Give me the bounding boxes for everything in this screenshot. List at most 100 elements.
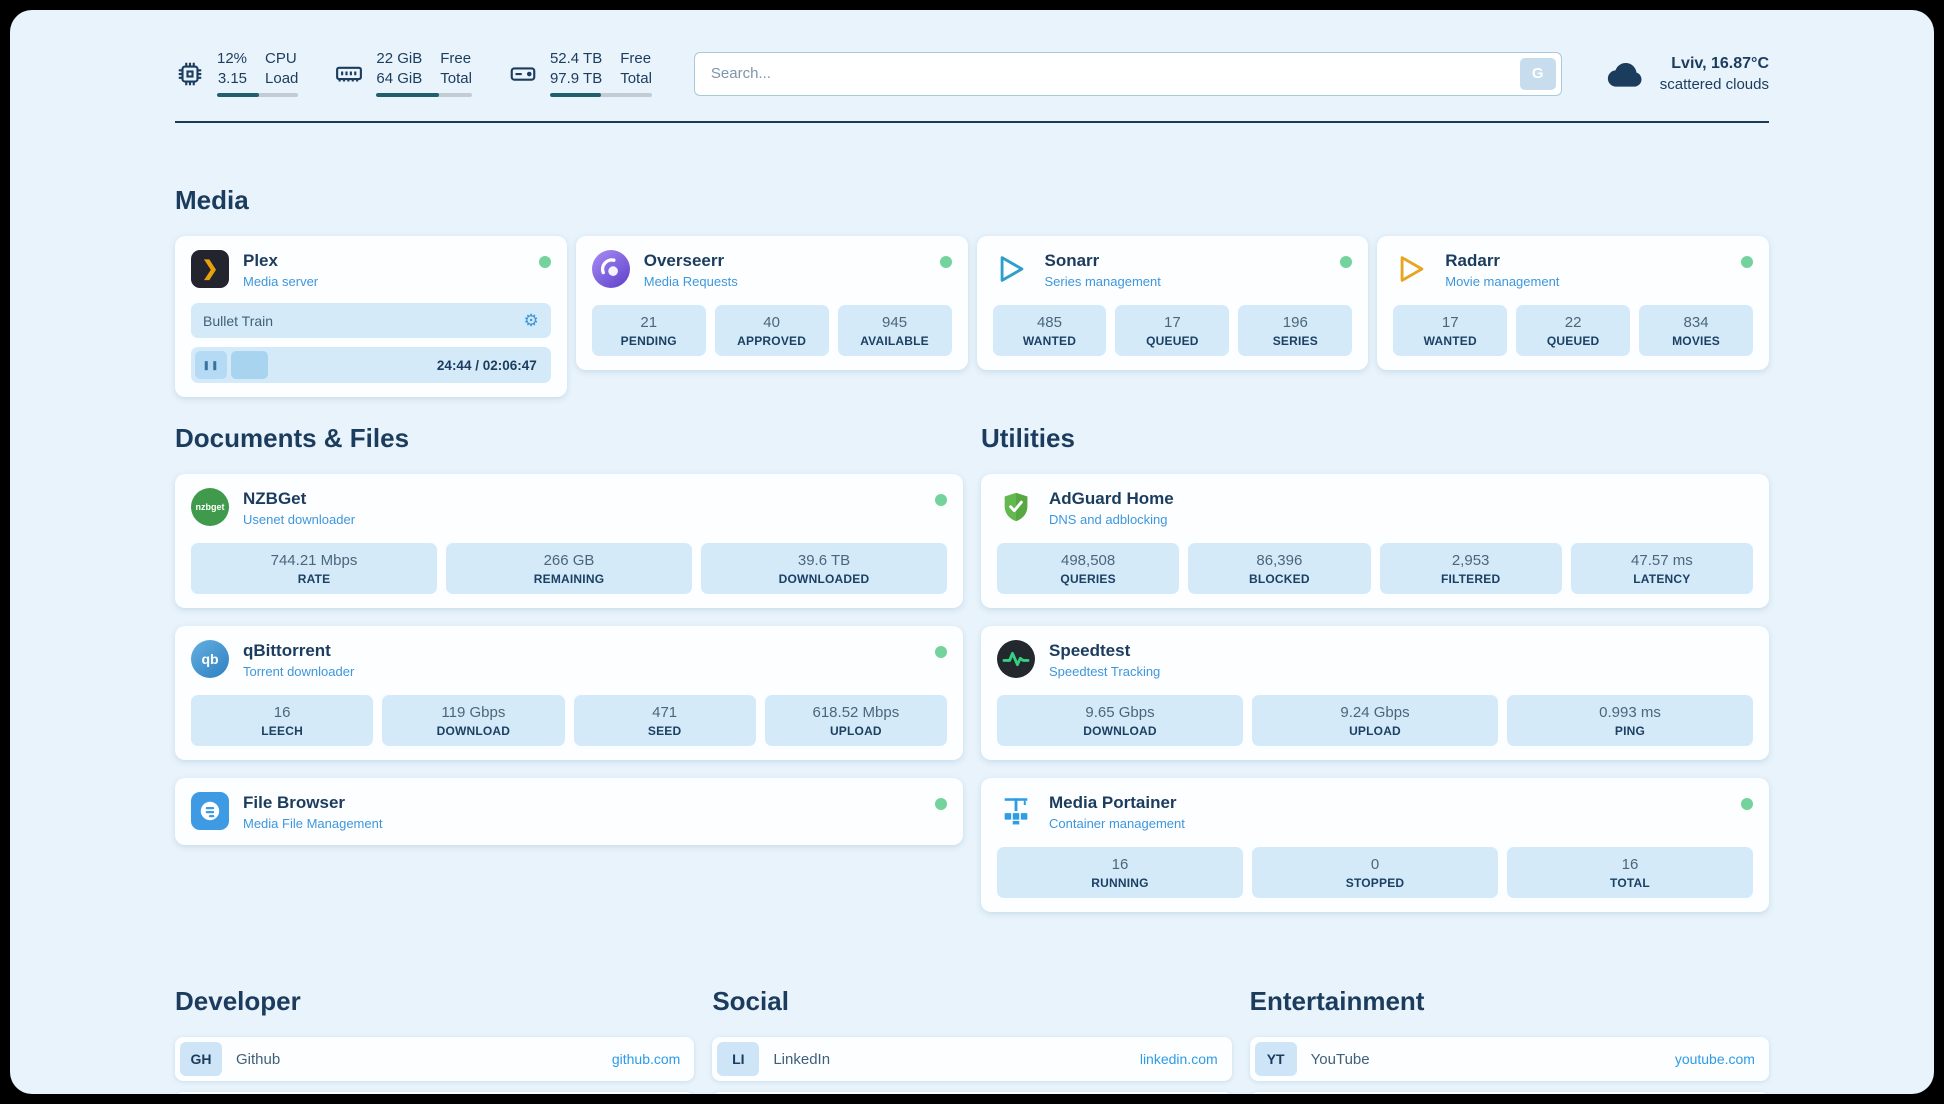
service-card-adguard[interactable]: AdGuard Home DNS and adblocking 498,508 … <box>981 474 1769 608</box>
stat-label: REMAINING <box>533 572 605 586</box>
player-controls: ❚❚ 24:44 / 02:06:47 <box>191 347 551 383</box>
stat-label: RATE <box>297 572 331 586</box>
stat-label: QUEUED <box>1546 334 1600 348</box>
seek-bar[interactable] <box>231 351 427 379</box>
stat-label: LEECH <box>261 724 303 738</box>
service-card-portainer[interactable]: Media Portainer Container management 16 … <box>981 778 1769 912</box>
link-github[interactable]: GH Github github.com <box>175 1037 695 1081</box>
service-card-qbittorrent[interactable]: qb qBittorrent Torrent downloader 16 LEE… <box>175 626 963 760</box>
service-name: Overseerr <box>643 251 725 270</box>
service-card-speedtest[interactable]: Speedtest Speedtest Tracking 9.65 Gbps D… <box>981 626 1769 760</box>
link-twitter[interactable]: TW Twitter twitter.com <box>712 1092 1232 1094</box>
disk-progress-track <box>549 93 652 97</box>
stat-label: UPLOAD <box>829 724 882 738</box>
stat-value: 39.6 TB <box>797 552 851 569</box>
link-abbr: GH <box>180 1042 222 1076</box>
stat-value: 16 <box>1621 856 1639 873</box>
status-dot <box>538 256 551 268</box>
filebrowser-icon <box>191 792 229 830</box>
stat-value: 16 <box>273 704 291 721</box>
section-title-social: Social <box>712 986 789 1016</box>
stat-label: QUEUED <box>1146 334 1199 348</box>
service-card-nzbget[interactable]: nzbget NZBGet Usenet downloader 744.21 M… <box>175 474 963 608</box>
link-abbr: LI <box>717 1042 760 1076</box>
search-input[interactable] <box>693 51 1562 96</box>
stat-value: 9.65 Gbps <box>1085 704 1155 721</box>
stat-label: DOWNLOAD <box>436 724 511 738</box>
stat-box: 17 WANTED <box>1393 305 1508 356</box>
cpu-icon <box>178 62 202 85</box>
service-subtitle: DNS and adblocking <box>1049 512 1168 527</box>
status-dot <box>935 798 947 810</box>
stat-box: 16 LEECH <box>191 695 374 746</box>
section-title-entertainment: Entertainment <box>1249 986 1425 1016</box>
gear-icon[interactable]: ⚙ <box>523 311 539 330</box>
cpu-load-label: Load <box>265 70 299 87</box>
weather-condition: scattered clouds <box>1659 75 1769 93</box>
player-time: 24:44 / 02:06:47 <box>436 357 537 373</box>
link-youtube[interactable]: YT YouTube youtube.com <box>1249 1037 1769 1081</box>
stat-box: 17 QUEUED <box>1115 305 1230 356</box>
stat-label: SERIES <box>1272 334 1318 348</box>
service-card-sonarr[interactable]: Sonarr Series management 485 WANTED 17 Q… <box>976 236 1369 370</box>
status-dot <box>939 256 952 268</box>
radarr-icon <box>1393 250 1431 288</box>
pause-button[interactable]: ❚❚ <box>195 351 227 379</box>
service-subtitle: Media Requests <box>643 274 738 289</box>
disk-progress-fill <box>549 93 601 97</box>
stat-box: 485 WANTED <box>992 305 1107 356</box>
stat-label: PING <box>1614 724 1646 738</box>
adguard-icon <box>997 488 1035 526</box>
topbar-divider <box>175 121 1769 123</box>
nzbget-icon: nzbget <box>191 488 229 526</box>
service-card-plex[interactable]: ❯ Plex Media server Bullet Train ⚙ ❚❚ 24… <box>175 236 567 397</box>
service-name: AdGuard Home <box>1049 489 1174 508</box>
stat-label: FILTERED <box>1440 572 1501 586</box>
stat-value: 47.57 ms <box>1631 552 1693 569</box>
section-title-documents: Documents & Files <box>175 423 410 453</box>
stat-box: 471 SEED <box>573 695 756 746</box>
stat-value: 0 <box>1370 856 1380 873</box>
link-name: Github <box>236 1050 281 1068</box>
service-card-filebrowser[interactable]: File Browser Media File Management <box>175 778 963 845</box>
weather-widget: Lviv, 16.87°C scattered clouds <box>1604 55 1769 93</box>
link-linkedin[interactable]: LI LinkedIn linkedin.com <box>712 1037 1232 1081</box>
stat-box: 744.21 Mbps RATE <box>191 543 437 594</box>
stat-value: 196 <box>1282 314 1308 331</box>
stat-value: 119 Gbps <box>441 704 506 721</box>
status-dot <box>935 494 947 506</box>
link-url[interactable]: youtube.com <box>1674 1051 1755 1067</box>
stat-value: 498,508 <box>1061 552 1116 569</box>
stat-label: WANTED <box>1423 334 1477 348</box>
stat-value: 266 GB <box>543 552 595 569</box>
link-name: YouTube <box>1310 1050 1370 1068</box>
stat-label: QUERIES <box>1060 572 1116 586</box>
dashboard: 12% 3.15 CPU Load <box>10 10 1934 1094</box>
stat-label: RUNNING <box>1091 876 1149 890</box>
service-subtitle: Container management <box>1049 816 1185 831</box>
link-url[interactable]: github.com <box>611 1051 681 1067</box>
stat-box: 22 QUEUED <box>1516 305 1631 356</box>
stat-value: 21 <box>640 314 658 331</box>
stat-box: 834 MOVIES <box>1639 305 1754 356</box>
status-dot <box>1340 256 1353 268</box>
stat-value: 0.993 ms <box>1599 704 1661 721</box>
now-playing-title: Bullet Train <box>203 312 274 329</box>
utilities-column: Utilities AdGuard Home DNS and adblockin… <box>981 397 1769 930</box>
service-card-overseerr[interactable]: Overseerr Media Requests 21 PENDING 40 A… <box>575 236 968 370</box>
stat-box: 498,508 QUERIES <box>997 543 1180 594</box>
portainer-icon <box>997 792 1035 830</box>
search-engine-button[interactable]: G <box>1519 57 1556 90</box>
speedtest-icon <box>997 640 1035 678</box>
ram-free-label: Free <box>440 50 472 67</box>
service-card-radarr[interactable]: Radarr Movie management 17 WANTED 22 QUE… <box>1377 236 1769 370</box>
link-netflix[interactable]: NF Netflix netflix.com <box>1249 1092 1769 1094</box>
service-name: Plex <box>243 251 278 270</box>
service-name: Speedtest <box>1049 641 1131 660</box>
link-url[interactable]: linkedin.com <box>1139 1051 1218 1067</box>
link-stackoverflow[interactable]: SO StackOverflow stackoverflow.com <box>175 1092 695 1094</box>
link-name: LinkedIn <box>773 1050 831 1068</box>
disk-free-value: 52.4 TB <box>549 50 603 67</box>
social-links: Social LI LinkedIn linkedin.com TW Twitt… <box>712 930 1232 1094</box>
sonarr-icon <box>993 250 1031 288</box>
